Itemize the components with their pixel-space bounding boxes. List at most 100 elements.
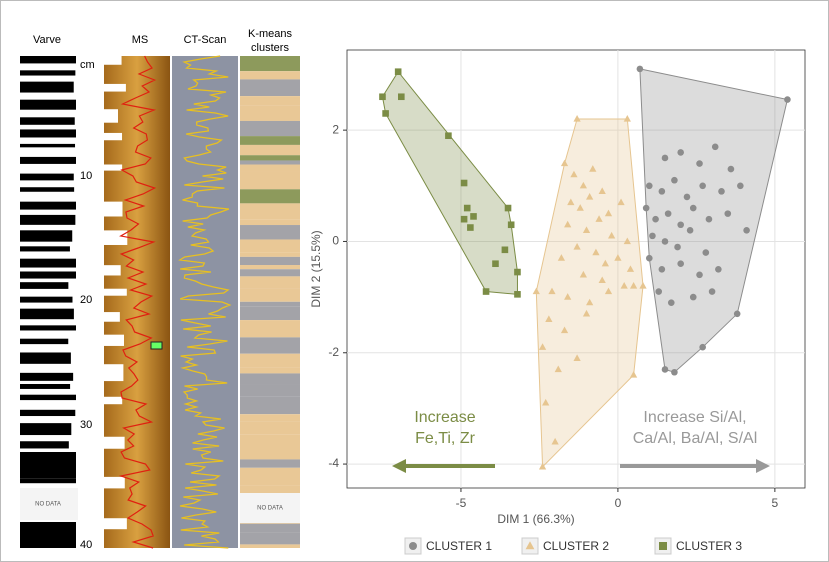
ms-gap xyxy=(104,265,121,276)
point xyxy=(560,326,569,334)
cluster-band xyxy=(240,79,300,97)
point xyxy=(573,243,581,250)
varve-band xyxy=(20,143,76,148)
no-data-box xyxy=(20,488,78,520)
point xyxy=(743,227,750,234)
cluster-band xyxy=(240,171,300,190)
cluster-band xyxy=(240,421,300,435)
column-header: Varve xyxy=(33,34,61,46)
point xyxy=(671,368,678,376)
cluster-band xyxy=(240,296,300,302)
cluster-band xyxy=(240,396,300,415)
ms-gap xyxy=(104,132,123,141)
ms-gap xyxy=(104,518,127,530)
point xyxy=(718,188,725,195)
point xyxy=(784,96,791,103)
point xyxy=(589,165,597,172)
point xyxy=(514,268,521,276)
varve-band xyxy=(20,384,71,389)
annotation: Increase Si/Al, xyxy=(643,409,746,426)
cluster-band xyxy=(240,373,300,385)
varve-band xyxy=(20,56,76,64)
ms-gap xyxy=(104,109,119,123)
cluster-band xyxy=(240,56,300,72)
cluster-band xyxy=(240,434,300,451)
point xyxy=(538,462,547,470)
point xyxy=(671,176,678,184)
cluster-band xyxy=(240,485,300,494)
point xyxy=(570,170,578,178)
cluster-band xyxy=(240,306,300,321)
varve-band xyxy=(20,187,75,192)
point xyxy=(460,215,468,223)
point xyxy=(696,271,703,279)
annotation: Increase xyxy=(414,409,475,426)
point xyxy=(674,243,681,251)
point xyxy=(579,181,588,189)
legend-label: CLUSTER 1 xyxy=(426,539,492,553)
cluster-band xyxy=(240,459,300,468)
x-axis-label: DIM 1 (66.3%) xyxy=(497,512,574,526)
ms-curve xyxy=(118,55,157,549)
cluster-band xyxy=(240,288,300,297)
point xyxy=(661,366,669,373)
ms-gap xyxy=(104,56,122,65)
point xyxy=(607,231,616,239)
point xyxy=(629,282,638,289)
point xyxy=(560,159,569,167)
point xyxy=(699,182,706,190)
x-tick-label: 5 xyxy=(772,496,779,510)
point xyxy=(649,232,656,240)
point xyxy=(702,249,710,256)
point xyxy=(557,254,566,261)
cluster-band xyxy=(240,203,300,220)
column-header: MS xyxy=(132,34,149,46)
cluster-band xyxy=(240,276,300,289)
point xyxy=(564,220,572,228)
point xyxy=(705,215,713,223)
varve-band xyxy=(20,394,76,401)
point xyxy=(626,265,635,272)
depth-label: 30 xyxy=(80,419,92,431)
cluster-band xyxy=(240,160,300,165)
point xyxy=(689,204,697,212)
varve-band xyxy=(20,478,76,484)
cluster-band xyxy=(240,225,300,240)
y-axis-label: DIM 2 (15.5%) xyxy=(309,230,323,307)
cluster-band xyxy=(240,256,300,266)
point xyxy=(604,287,613,295)
point xyxy=(398,93,405,101)
point xyxy=(542,398,550,406)
varve-band xyxy=(20,372,74,381)
point xyxy=(645,182,653,190)
cluster-band xyxy=(240,353,300,368)
depth-label: cm xyxy=(80,59,95,71)
varve-band xyxy=(20,230,73,242)
varve-band xyxy=(20,441,69,449)
point xyxy=(677,221,684,229)
point xyxy=(582,309,591,317)
point xyxy=(727,165,735,173)
x-tick-label: -5 xyxy=(456,496,467,510)
legend-marker xyxy=(409,542,417,550)
point xyxy=(614,254,622,261)
point xyxy=(715,265,722,273)
varve-band xyxy=(20,129,76,138)
ms-gap xyxy=(104,364,124,382)
point xyxy=(551,437,559,445)
legend-marker xyxy=(525,541,535,550)
point xyxy=(394,68,402,76)
point xyxy=(629,371,638,378)
cluster-band xyxy=(240,155,300,161)
ct-curve xyxy=(178,55,232,549)
varve-band xyxy=(20,70,76,76)
cluster-band xyxy=(240,252,300,257)
point xyxy=(661,154,669,162)
no-data-box xyxy=(240,493,300,523)
point xyxy=(582,226,591,233)
cluster-band xyxy=(240,189,300,204)
depth-label: 40 xyxy=(80,539,92,551)
depth-label: 20 xyxy=(80,294,92,306)
y-tick-label: -4 xyxy=(328,456,339,470)
point xyxy=(699,343,706,351)
